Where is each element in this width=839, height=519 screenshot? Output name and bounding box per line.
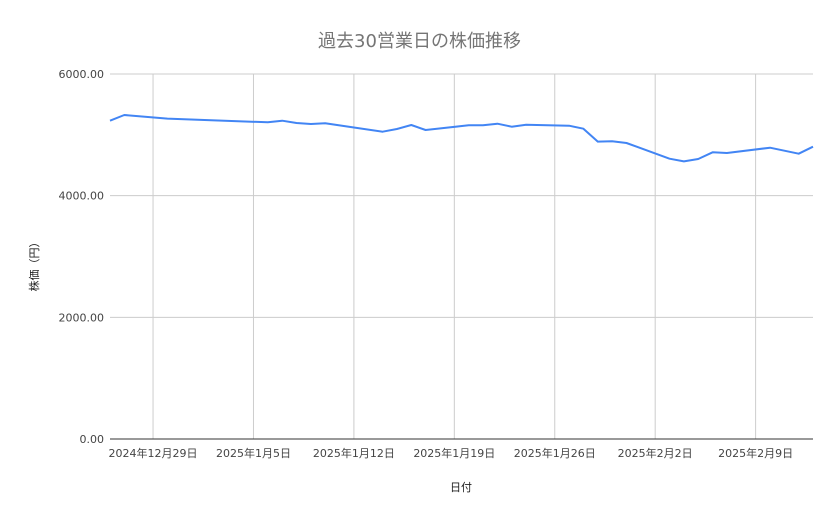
x-tick-label: 2025年2月9日 — [718, 446, 793, 460]
x-axis-label: 日付 — [450, 481, 472, 494]
y-tick-label: 6000.00 — [59, 68, 105, 81]
x-tick-label: 2025年2月2日 — [618, 446, 693, 460]
chart-title: 過去30営業日の株価推移 — [318, 31, 521, 52]
y-tick-label: 0.00 — [80, 433, 105, 446]
y-tick-label: 2000.00 — [59, 311, 105, 324]
x-tick-label: 2024年12月29日 — [109, 446, 198, 460]
x-tick-label: 2025年1月26日 — [514, 446, 596, 460]
x-tick-label: 2025年1月5日 — [216, 446, 291, 460]
x-tick-label: 2025年1月12日 — [313, 446, 395, 460]
x-tick-label: 2025年1月19日 — [413, 446, 495, 460]
y-tick-label: 4000.00 — [59, 190, 105, 203]
series-line — [109, 114, 814, 163]
